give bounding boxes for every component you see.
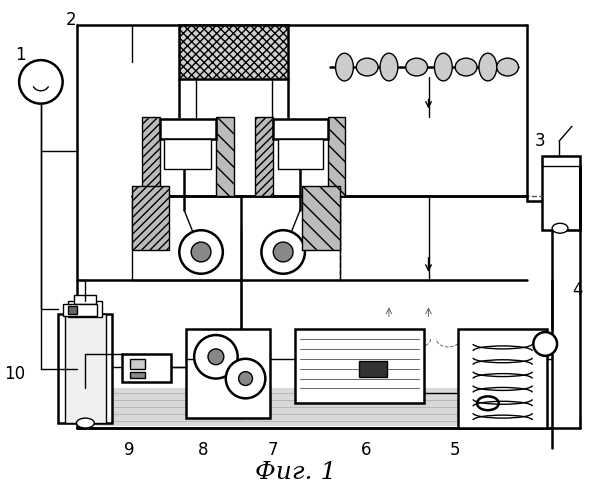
Ellipse shape xyxy=(76,418,94,428)
Ellipse shape xyxy=(552,224,568,233)
Bar xyxy=(58,314,112,423)
Circle shape xyxy=(19,60,63,104)
Bar xyxy=(179,24,288,79)
Ellipse shape xyxy=(406,58,428,76)
Ellipse shape xyxy=(477,396,499,410)
Bar xyxy=(278,139,323,169)
Ellipse shape xyxy=(479,53,497,81)
Circle shape xyxy=(238,372,253,386)
Circle shape xyxy=(262,230,305,274)
Text: 1: 1 xyxy=(15,46,26,64)
Bar xyxy=(68,306,78,314)
Circle shape xyxy=(533,332,557,356)
Circle shape xyxy=(273,242,293,262)
Ellipse shape xyxy=(455,58,477,76)
Bar xyxy=(122,354,171,382)
Bar xyxy=(458,329,547,428)
Bar xyxy=(328,116,346,196)
Ellipse shape xyxy=(356,58,378,76)
Bar xyxy=(130,359,145,368)
Bar xyxy=(164,139,211,169)
Bar xyxy=(65,314,106,423)
Text: 2: 2 xyxy=(65,11,76,29)
Bar xyxy=(216,116,234,196)
Text: 10: 10 xyxy=(5,364,25,382)
Text: 4: 4 xyxy=(573,280,584,298)
Ellipse shape xyxy=(497,58,518,76)
Bar xyxy=(160,120,216,139)
Ellipse shape xyxy=(336,53,353,81)
Bar xyxy=(63,304,97,316)
Bar xyxy=(75,294,96,304)
Text: 6: 6 xyxy=(361,441,371,459)
Circle shape xyxy=(179,230,223,274)
Text: Фиг. 1: Фиг. 1 xyxy=(256,461,337,484)
Circle shape xyxy=(194,335,238,378)
Bar xyxy=(359,361,387,376)
Bar xyxy=(256,116,273,196)
Bar xyxy=(295,329,423,404)
Bar xyxy=(68,302,102,317)
Bar xyxy=(273,120,328,139)
Text: 8: 8 xyxy=(197,441,208,459)
Ellipse shape xyxy=(380,53,398,81)
Circle shape xyxy=(191,242,211,262)
Bar xyxy=(302,186,340,250)
Text: 5: 5 xyxy=(449,441,460,459)
Circle shape xyxy=(226,359,265,399)
Ellipse shape xyxy=(435,53,452,81)
Circle shape xyxy=(208,349,224,364)
Text: 3: 3 xyxy=(534,132,545,150)
Text: 9: 9 xyxy=(124,441,135,459)
Bar xyxy=(130,372,145,378)
Bar xyxy=(78,388,527,426)
Bar xyxy=(132,186,170,250)
Bar xyxy=(142,116,160,196)
Bar xyxy=(186,329,270,418)
Text: 7: 7 xyxy=(268,441,278,459)
Bar xyxy=(542,156,580,230)
